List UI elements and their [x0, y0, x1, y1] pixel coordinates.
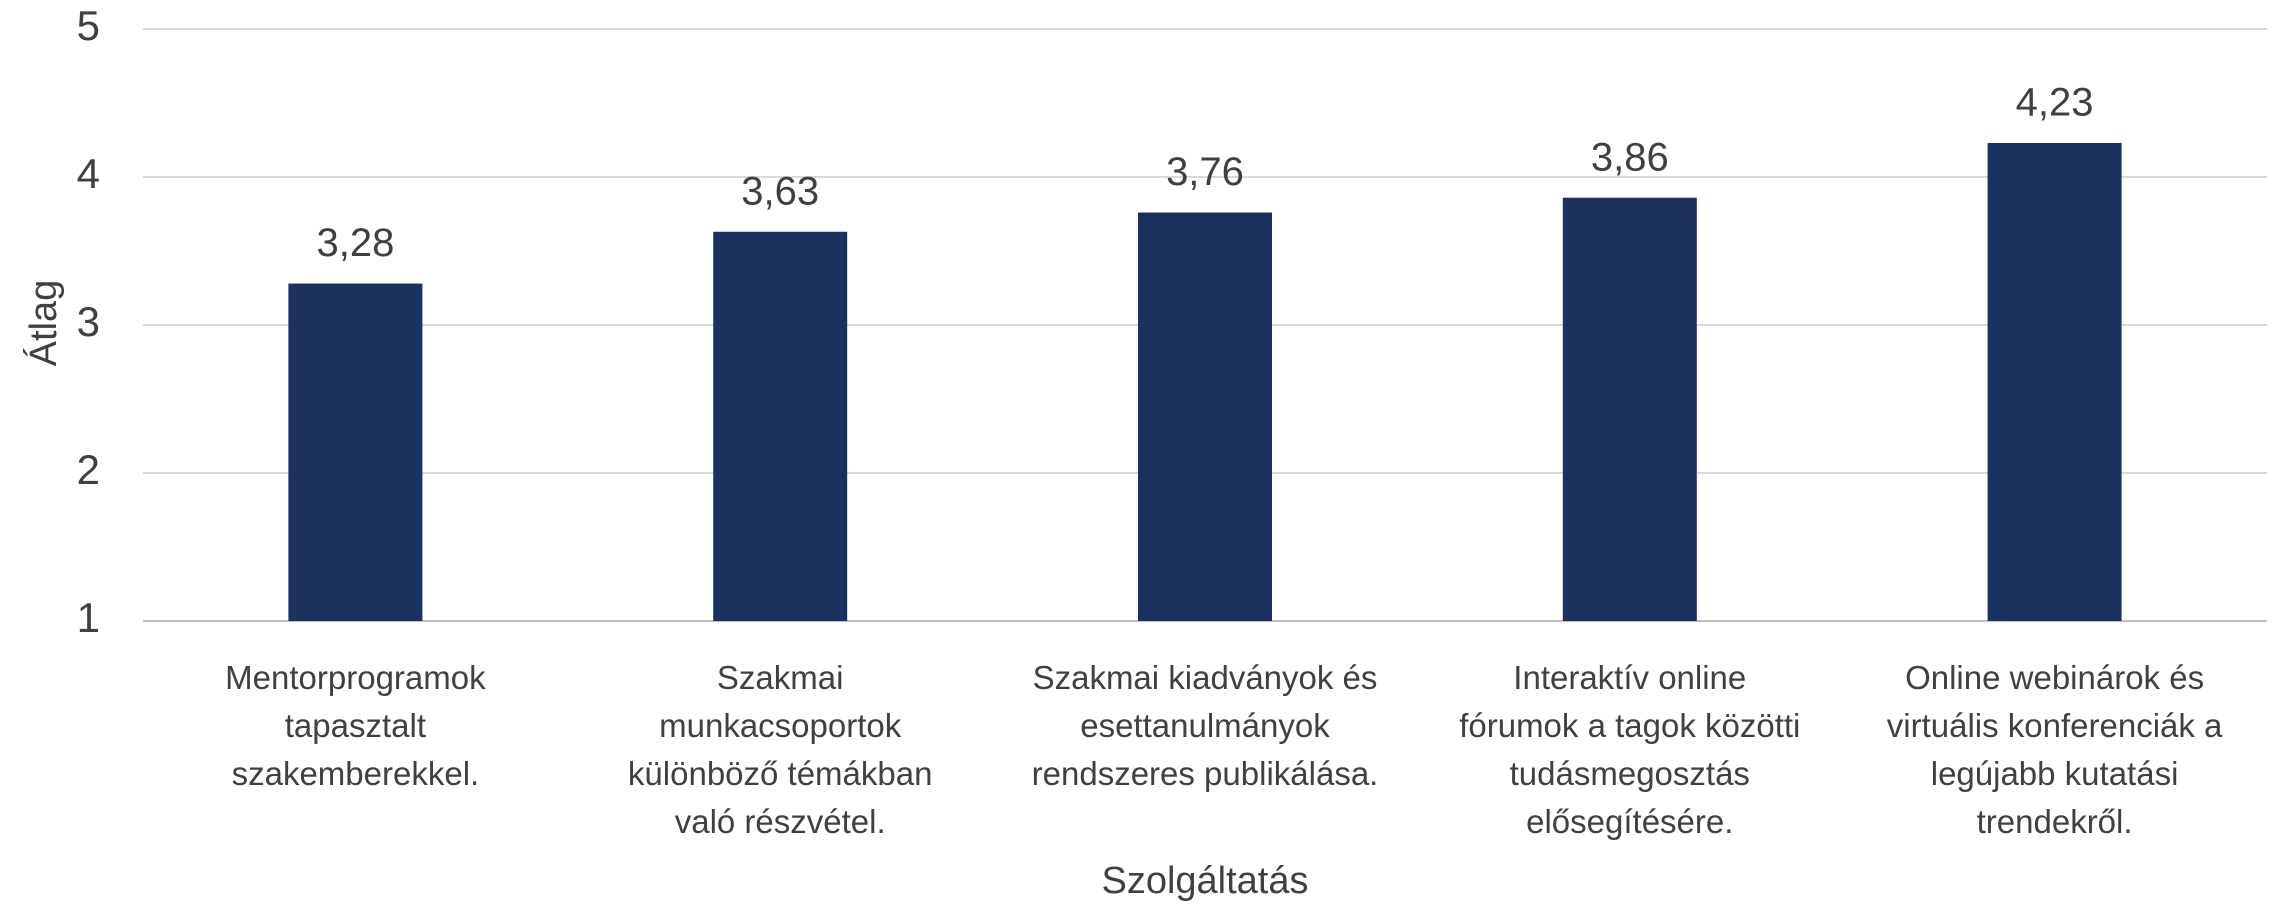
data-label: 4,23 [2016, 81, 2094, 125]
y-tick-label: 2 [77, 446, 100, 493]
x-tick-label: Szakmai kiadványok és esettanulmányok re… [1031, 659, 1379, 792]
bar [288, 283, 423, 621]
x-axis-title: Szolgáltatás [1101, 860, 1308, 902]
bar [1138, 212, 1272, 621]
x-tick-label: Mentorprogramok tapasztalt szakemberekke… [225, 659, 486, 792]
y-tick-label: 3 [77, 298, 100, 345]
y-tick-label: 1 [77, 594, 100, 641]
x-tick-label: Interaktív online fórumok a tagok között… [1459, 659, 1801, 840]
data-label: 3,86 [1591, 135, 1669, 179]
x-tick-label: Online webinárok és virtuális konferenci… [1886, 659, 2223, 840]
y-axis-title: Átlag [22, 280, 65, 367]
bar [1562, 197, 1697, 621]
y-tick-label: 5 [77, 2, 100, 49]
x-tick-label: Szakmai munkacsoportok különböző témákba… [627, 659, 933, 840]
data-label: 3,28 [316, 221, 394, 265]
y-tick-label: 4 [77, 150, 100, 197]
data-label: 3,76 [1166, 150, 1244, 194]
bar [713, 231, 848, 621]
bar [1987, 142, 2122, 621]
data-label: 3,63 [741, 169, 819, 213]
